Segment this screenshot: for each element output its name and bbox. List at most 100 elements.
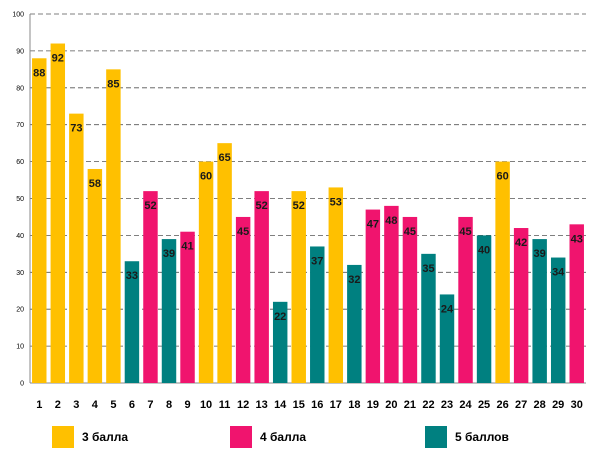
- data-label: 33: [126, 270, 138, 282]
- y-tick-labels: 0 10 20 30 40 50 60 70 80 90 100: [12, 12, 24, 388]
- y-tick-label: 70: [16, 122, 24, 129]
- bar: [32, 58, 47, 383]
- bar: [550, 257, 566, 383]
- data-label: 73: [70, 123, 82, 135]
- bar: [106, 69, 121, 383]
- bar: [87, 168, 103, 383]
- legend-label-3: 3 балла: [82, 430, 129, 444]
- data-label: 32: [348, 274, 360, 286]
- data-label: 52: [293, 200, 305, 212]
- y-tick-label: 80: [16, 85, 24, 92]
- data-label: 85: [107, 78, 119, 90]
- data-label: 39: [534, 248, 546, 260]
- bar: [217, 143, 232, 383]
- bar: [161, 239, 177, 383]
- x-tick-label: 21: [404, 399, 416, 411]
- y-tick-label: 100: [12, 12, 24, 19]
- bar: [328, 187, 344, 383]
- x-tick-label: 2: [55, 399, 61, 411]
- bar: [439, 294, 455, 383]
- bar: [402, 216, 418, 383]
- data-label: 40: [478, 244, 490, 256]
- data-label: 60: [496, 171, 508, 183]
- x-tick-label: 6: [129, 399, 135, 411]
- x-tick-label: 28: [534, 399, 546, 411]
- x-tick-label: 4: [92, 399, 99, 411]
- x-tick-label: 5: [110, 399, 116, 411]
- bar: [569, 224, 584, 383]
- data-label: 52: [144, 200, 156, 212]
- x-tick-label: 27: [515, 399, 527, 411]
- data-label: 45: [237, 226, 249, 238]
- x-tick-label: 7: [147, 399, 153, 411]
- y-tick-label: 0: [20, 381, 24, 388]
- data-label: 37: [311, 255, 323, 267]
- x-tick-label: 1: [36, 399, 42, 411]
- data-label: 53: [330, 196, 342, 208]
- x-tick-label: 8: [166, 399, 172, 411]
- x-tick-label: 30: [571, 399, 583, 411]
- bar: [143, 191, 158, 383]
- bar: [347, 264, 362, 383]
- y-tick-label: 40: [16, 233, 24, 240]
- legend-swatch-5: [425, 426, 447, 448]
- x-tick-label: 22: [422, 399, 434, 411]
- bar: [384, 205, 399, 383]
- x-tick-label: 24: [459, 399, 472, 411]
- x-tick-label: 11: [219, 399, 231, 411]
- x-tick-label: 15: [293, 399, 305, 411]
- x-tick-label: 26: [496, 399, 508, 411]
- x-tick-label: 23: [441, 399, 453, 411]
- bar: [495, 161, 510, 383]
- bar: [458, 216, 473, 383]
- legend-swatch-4: [230, 426, 252, 448]
- y-tick-label: 10: [16, 344, 24, 351]
- x-tick-label: 25: [478, 399, 490, 411]
- data-label: 92: [52, 53, 64, 65]
- x-tick-label: 12: [237, 399, 249, 411]
- axes: [29, 14, 586, 384]
- legend-swatch-3: [52, 426, 74, 448]
- data-labels: 88 92 73 58 85 33 52 39 41 60 65 45 52 22 52 37 53 32 47 48…: [33, 53, 583, 323]
- data-label: 35: [422, 263, 434, 275]
- data-label: 65: [218, 152, 230, 164]
- legend-item-5: 5 баллов: [425, 425, 509, 449]
- x-tick-label: 16: [311, 399, 323, 411]
- data-label: 41: [181, 241, 193, 253]
- x-tick-label: 18: [348, 399, 360, 411]
- bars: [32, 43, 584, 384]
- y-tick-label: 30: [16, 270, 24, 277]
- x-tick-label: 19: [367, 399, 379, 411]
- bar: [365, 209, 381, 383]
- bar: [532, 239, 547, 383]
- y-tick-label: 60: [16, 159, 24, 166]
- bar: [124, 261, 140, 383]
- x-tick-label: 14: [274, 399, 287, 411]
- bar: [291, 191, 306, 383]
- data-label: 22: [274, 311, 286, 323]
- data-label: 42: [515, 237, 527, 249]
- x-tick-label: 13: [256, 399, 268, 411]
- gridlines: [30, 13, 586, 347]
- bar: [180, 231, 195, 383]
- data-label: 39: [163, 248, 175, 260]
- data-label: 47: [367, 219, 379, 231]
- data-label: 48: [385, 215, 397, 227]
- data-label: 45: [404, 226, 416, 238]
- data-label: 52: [256, 200, 268, 212]
- y-tick-label: 90: [16, 48, 24, 55]
- x-tick-label: 17: [330, 399, 342, 411]
- bar: [421, 253, 436, 383]
- bar: [310, 246, 325, 383]
- bar: [50, 43, 66, 384]
- bar: [235, 216, 251, 383]
- data-label: 43: [571, 233, 583, 245]
- bar: [513, 228, 529, 383]
- data-label: 60: [200, 171, 212, 183]
- x-tick-label: 29: [552, 399, 564, 411]
- x-tick-labels: 1 2 3 4 5 6 7 8 9 10 11 12 13 14 15 16 17 18 19 20 21 22 23 24 2…: [36, 399, 583, 411]
- bar: [476, 235, 492, 383]
- data-label: 45: [459, 226, 471, 238]
- x-tick-label: 10: [200, 399, 212, 411]
